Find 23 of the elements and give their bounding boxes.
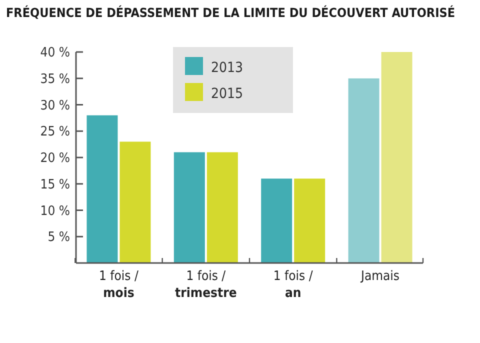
x-tick-label: 1 fois / an <box>273 269 313 301</box>
bar <box>174 152 205 263</box>
y-tick-label: 15 % <box>40 177 70 192</box>
y-tick-label: 30 % <box>40 98 70 114</box>
x-tick-label: 1 fois / mois <box>99 269 138 301</box>
bar <box>294 178 326 263</box>
bar <box>381 52 412 263</box>
legend-label: 2013 <box>211 60 244 76</box>
y-tick-label: 25 % <box>40 124 70 140</box>
x-tick-label: Jamais <box>360 269 400 284</box>
bar <box>206 152 238 263</box>
chart-title: FRÉQUENCE DE DÉPASSEMENT DE LA LIMITE DU DÉCOUVERT AUTORISÉ <box>6 5 456 20</box>
y-tick-label: 35 % <box>40 72 70 87</box>
bar <box>261 178 292 263</box>
y-tick-label: 10 % <box>40 204 70 219</box>
x-tick-label: 1 fois / trimestre <box>175 269 237 301</box>
bar <box>86 115 118 263</box>
legend-label: 2015 <box>211 86 244 102</box>
y-tick-label: 20 % <box>40 151 70 166</box>
y-tick-label: 5 % <box>48 230 70 246</box>
bar <box>348 78 380 263</box>
y-tick-label: 40 % <box>40 46 70 60</box>
bar <box>120 142 151 263</box>
